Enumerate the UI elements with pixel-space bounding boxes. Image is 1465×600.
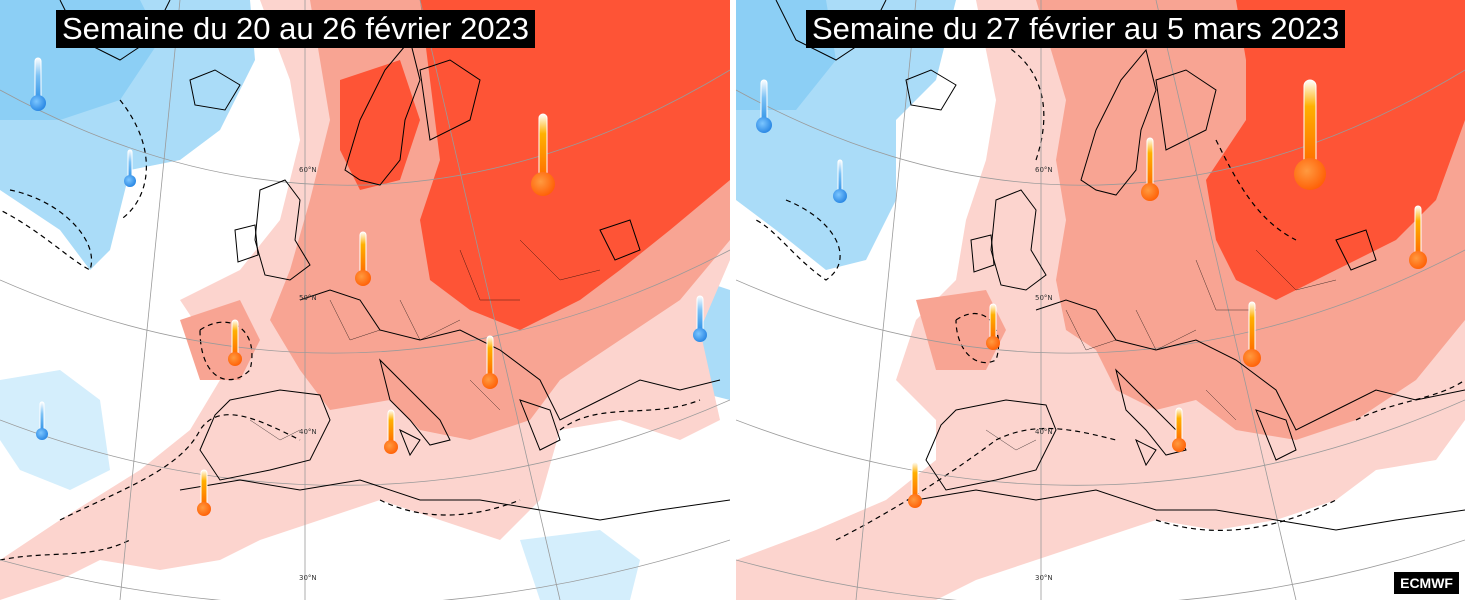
latitude-label: 40°N bbox=[299, 428, 317, 436]
country-borders bbox=[249, 239, 601, 441]
thermometer-warm-icon bbox=[1409, 205, 1427, 269]
thermometer-cold-icon bbox=[756, 79, 772, 133]
anomaly-map bbox=[0, 0, 730, 600]
thermometer-warm-icon bbox=[355, 231, 371, 286]
thermometer-warm-icon bbox=[482, 335, 498, 389]
warm-anomaly-strong bbox=[1206, 0, 1465, 300]
thermometer-cold-icon bbox=[833, 159, 847, 203]
cold-anomaly-azores bbox=[0, 370, 110, 490]
graticule bbox=[736, 0, 1465, 600]
thermometer-warm-icon bbox=[1172, 407, 1186, 452]
latitude-label: 60°N bbox=[299, 166, 317, 174]
latitude-label: 30°N bbox=[1035, 574, 1053, 582]
thermometer-warm-icon bbox=[197, 469, 211, 516]
warm-anomaly-biscay bbox=[916, 290, 1006, 370]
warm-anomaly-strong bbox=[420, 0, 730, 330]
anomaly-map bbox=[736, 0, 1465, 600]
thermometer-cold-icon bbox=[30, 57, 46, 111]
coastlines bbox=[775, 0, 1465, 531]
map-panel-week-2: 60°N 50°N 40°N 30°N bbox=[736, 0, 1465, 600]
thermometer-warm-icon bbox=[228, 319, 242, 366]
thermometer-warm-icon bbox=[531, 113, 555, 196]
thermometer-warm-icon bbox=[384, 409, 398, 454]
panel-title-week-2: Semaine du 27 février au 5 mars 2023 bbox=[806, 10, 1346, 48]
cold-anomaly-egypt bbox=[520, 530, 640, 600]
latitude-label: 30°N bbox=[299, 574, 317, 582]
map-panel-week-1: 60°N 50°N 40°N 30°N bbox=[0, 0, 730, 600]
thermometer-warm-icon bbox=[1141, 137, 1159, 201]
thermometer-cold-icon bbox=[693, 295, 707, 342]
thermometer-cold-icon bbox=[124, 149, 136, 187]
latitude-label: 50°N bbox=[1035, 294, 1053, 302]
thermometer-warm-icon bbox=[908, 461, 922, 508]
thermometer-warm-icon bbox=[1294, 79, 1326, 190]
latitude-label: 40°N bbox=[1035, 428, 1053, 436]
panel-title-week-1: Semaine du 20 au 26 février 2023 bbox=[56, 10, 536, 48]
thermometer-warm-icon bbox=[1243, 301, 1261, 367]
country-borders bbox=[985, 249, 1337, 451]
coastlines bbox=[59, 0, 730, 521]
graticule bbox=[0, 0, 730, 600]
source-badge: ECMWF bbox=[1394, 572, 1459, 594]
thermometer-warm-icon bbox=[986, 303, 1000, 350]
thermometer-cold-icon bbox=[36, 401, 48, 440]
panel-separator bbox=[730, 0, 736, 600]
latitude-label: 50°N bbox=[299, 294, 317, 302]
latitude-label: 60°N bbox=[1035, 166, 1053, 174]
significance-contours bbox=[0, 99, 701, 561]
